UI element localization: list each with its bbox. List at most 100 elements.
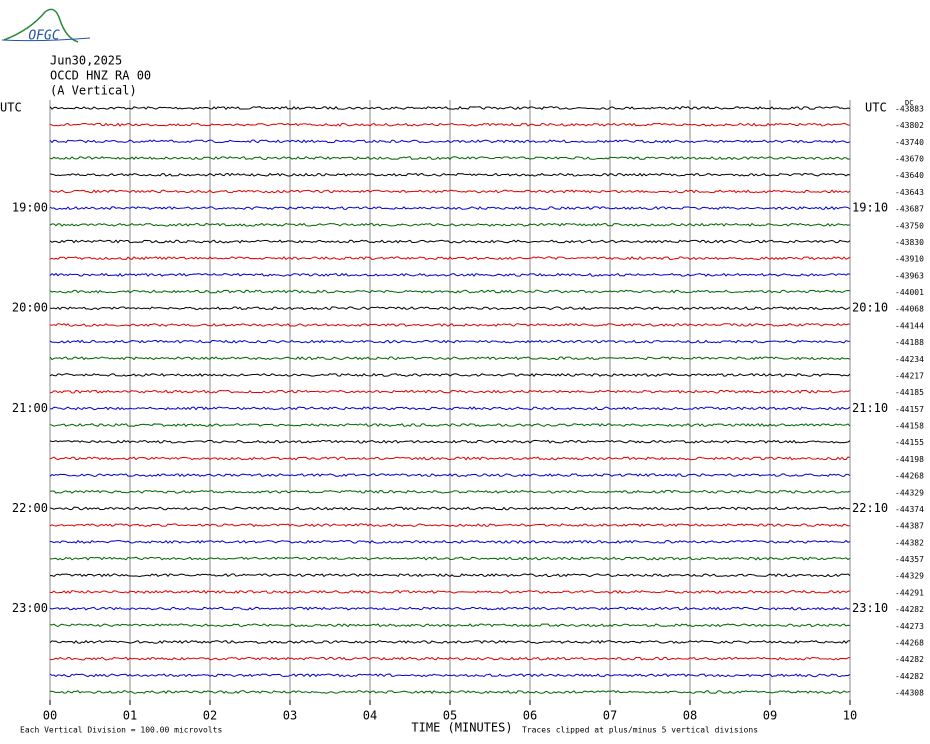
date: Jun30,2025	[50, 54, 122, 68]
trace	[49, 122, 851, 127]
trace	[49, 523, 851, 528]
station: OCCD HNZ RA 00	[50, 69, 151, 83]
trace	[49, 289, 851, 294]
trace	[49, 639, 851, 644]
trace	[49, 423, 851, 427]
trace	[49, 306, 851, 311]
trace	[49, 573, 851, 578]
trace	[49, 356, 851, 361]
dc-offset: -44234	[895, 355, 924, 364]
dc-offset: -44155	[895, 438, 924, 447]
dc-offset: -44382	[895, 538, 924, 547]
time-label-left: UTC	[0, 101, 22, 115]
dc-offset: -44268	[895, 472, 924, 481]
dc-offset: -44308	[895, 689, 924, 698]
trace	[49, 623, 851, 628]
dc-offset: -44374	[895, 505, 924, 514]
dc-offset: -43643	[895, 188, 924, 197]
logo-text: OFGC	[28, 29, 59, 44]
time-label-right: UTC	[865, 101, 887, 115]
time-label-right: 20:10	[852, 301, 888, 315]
x-tick-label: 07	[603, 709, 617, 723]
time-label-right: 19:10	[852, 201, 888, 215]
dc-offset: -44273	[895, 622, 924, 631]
dc-offset: -43640	[895, 171, 924, 180]
dc-offset: -44357	[895, 555, 924, 564]
trace	[49, 239, 851, 244]
trace	[49, 506, 851, 511]
x-tick-label: 03	[283, 709, 297, 723]
dc-offset: -44291	[895, 588, 924, 597]
time-label-left: 19:00	[12, 201, 48, 215]
dc-offset: -44144	[895, 321, 924, 330]
dc-offset: -44158	[895, 422, 924, 431]
dc-label: DC	[905, 99, 913, 107]
trace	[49, 272, 851, 277]
trace	[49, 439, 851, 444]
time-label-right: 21:10	[852, 401, 888, 415]
trace	[49, 690, 851, 694]
trace	[50, 556, 851, 561]
trace	[49, 156, 851, 161]
dc-offset: -44185	[895, 388, 924, 397]
trace	[49, 323, 851, 327]
dc-offset: -44188	[895, 338, 924, 347]
dc-offset: -43830	[895, 238, 924, 247]
logo-line	[1, 37, 91, 42]
dc-offset: -43963	[895, 271, 924, 280]
dc-offset: -43750	[895, 221, 924, 230]
x-tick-label: 06	[523, 709, 537, 723]
time-label-left: 22:00	[12, 501, 48, 515]
logo: OFGC	[1, 8, 91, 44]
dc-offset: -44217	[895, 371, 924, 380]
trace	[49, 656, 851, 661]
logo-curve	[3, 8, 79, 43]
x-axis-label: TIME (MINUTES)	[411, 721, 512, 735]
trace	[49, 473, 851, 478]
trace	[49, 256, 851, 261]
x-tick-label: 04	[363, 709, 377, 723]
trace	[49, 606, 851, 611]
component: (A Vertical)	[50, 84, 137, 98]
dc-offset: -44268	[895, 638, 924, 647]
time-label-right: 23:10	[852, 601, 888, 615]
trace	[49, 172, 851, 177]
dc-offset: -43670	[895, 155, 924, 164]
x-tick-label: 05	[443, 709, 457, 723]
trace	[49, 539, 851, 544]
trace	[49, 489, 851, 494]
trace	[49, 105, 851, 111]
trace	[49, 389, 851, 394]
dc-offset: -44282	[895, 655, 924, 664]
dc-offset: -43802	[895, 121, 924, 130]
dc-offset: -44329	[895, 572, 924, 581]
dc-offset: -43883	[895, 105, 924, 114]
dc-offset: -43740	[895, 138, 924, 147]
dc-offset: -44282	[895, 672, 924, 681]
x-tick-label: 08	[683, 709, 697, 723]
dc-offset: -44329	[895, 488, 924, 497]
trace	[49, 339, 851, 344]
dc-offset: -43687	[895, 205, 924, 214]
trace	[49, 373, 851, 378]
time-label-left: 21:00	[12, 401, 48, 415]
time-label-right: 22:10	[852, 501, 888, 515]
dc-offset: -43910	[895, 255, 924, 264]
x-tick-label: 10	[843, 709, 857, 723]
trace	[49, 406, 851, 411]
x-tick-label: 00	[43, 709, 57, 723]
time-label-left: 20:00	[12, 301, 48, 315]
trace	[49, 589, 851, 594]
trace	[49, 139, 851, 144]
trace	[49, 206, 851, 211]
dc-offset: -44387	[895, 522, 924, 531]
dc-offset: -44001	[895, 288, 924, 297]
x-tick-label: 02	[203, 709, 217, 723]
scale-note: Each Vertical Division = 100.00 microvol…	[20, 726, 222, 735]
dc-offset: -44198	[895, 455, 924, 464]
x-tick-label: 01	[123, 709, 137, 723]
dc-offset: -44157	[895, 405, 924, 414]
trace	[49, 673, 851, 678]
trace	[49, 222, 851, 227]
